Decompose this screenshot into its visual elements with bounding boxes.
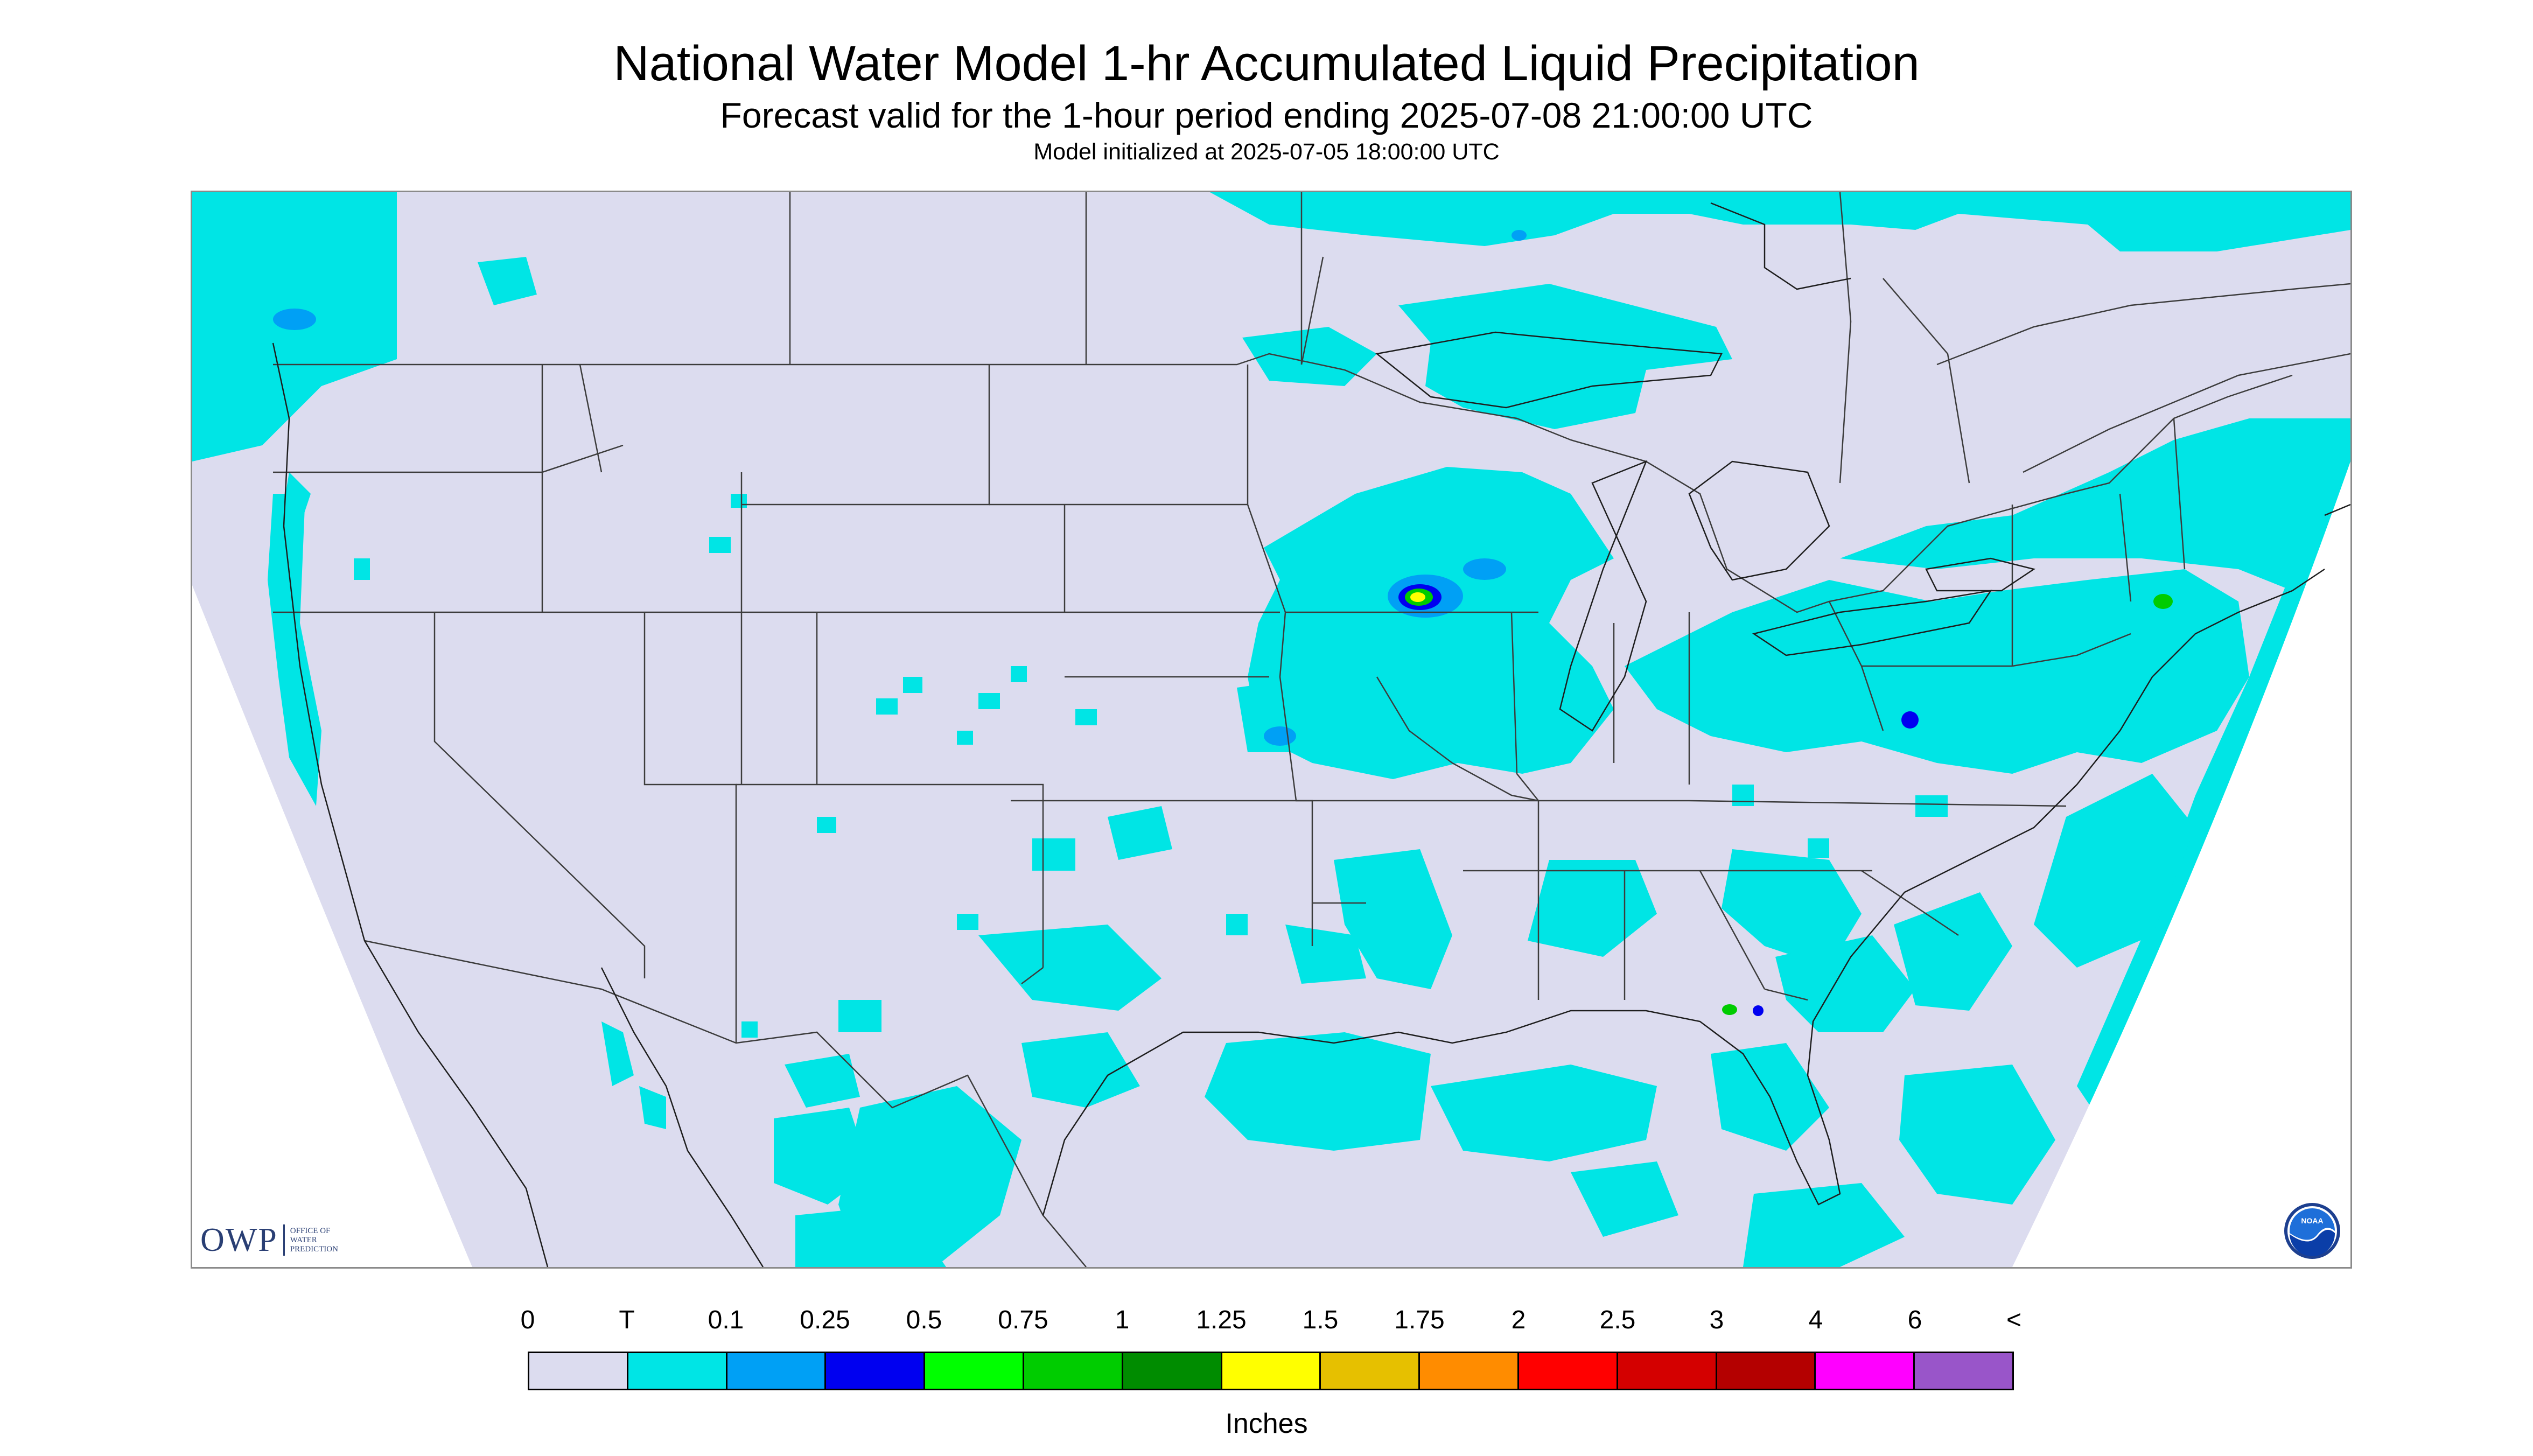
legend-tick-label: 2 (1511, 1306, 1526, 1334)
legend-swatch (529, 1353, 628, 1389)
legend-tick-label: 0.25 (800, 1306, 850, 1334)
legend-tick-label: 0.5 (906, 1306, 942, 1334)
legend-swatch (1321, 1353, 1421, 1389)
owp-logo-subtext: OFFICE OF WATER PREDICTION (290, 1227, 338, 1254)
legend-swatch (1024, 1353, 1123, 1389)
legend-swatch (628, 1353, 727, 1389)
legend-tick-label: 4 (1808, 1306, 1823, 1334)
legend-swatch (1222, 1353, 1321, 1389)
model-init-line: Model initialized at 2025-07-05 18:00:00… (1033, 139, 1500, 165)
political-boundaries (273, 192, 2350, 1267)
legend-swatch (1420, 1353, 1519, 1389)
map-title: National Water Model 1-hr Accumulated Li… (613, 36, 1920, 91)
legend-swatch (1123, 1353, 1222, 1389)
legend-tick-label: T (619, 1306, 635, 1334)
owp-sub-line-1: OFFICE OF (290, 1226, 331, 1235)
legend-tick-label: 1.5 (1302, 1306, 1339, 1334)
legend-swatch (727, 1353, 827, 1389)
forecast-valid-subtitle: Forecast valid for the 1-hour period end… (720, 95, 1813, 135)
noaa-logo-icon: NOAA (2284, 1203, 2340, 1259)
legend-tick-label: 1.75 (1394, 1306, 1445, 1334)
owp-sub-line-2: WATER (290, 1235, 317, 1244)
coastlines (272, 202, 2350, 1267)
owp-logo: OWP OFFICE OF WATER PREDICTION (200, 1221, 338, 1259)
map-canvas (192, 192, 2350, 1267)
legend-tick-label: 0 (520, 1306, 535, 1334)
owp-logo-separator (283, 1224, 285, 1256)
legend-tick-label: 3 (1709, 1306, 1724, 1334)
precipitation-map (191, 191, 2352, 1269)
owp-sub-line-3: PREDICTION (290, 1244, 338, 1254)
projection-edge-left (192, 585, 472, 1267)
legend-tick-label: 0.75 (998, 1306, 1048, 1334)
legend-tick-label: 6 (1907, 1306, 1922, 1334)
legend-tick-label: < (2006, 1306, 2022, 1334)
legend-swatch (1618, 1353, 1717, 1389)
legend-swatch (1816, 1353, 1915, 1389)
legend-swatch (1519, 1353, 1618, 1389)
legend-tick-label: 0.1 (708, 1306, 744, 1334)
legend-tick-label: 2.5 (1599, 1306, 1636, 1334)
legend-colorbar (528, 1352, 2014, 1390)
legend-tick-label: 1.25 (1196, 1306, 1247, 1334)
legend-swatch (1717, 1353, 1816, 1389)
legend-swatch (1915, 1353, 2012, 1389)
legend-units-label: Inches (1225, 1408, 1308, 1439)
legend-swatch (826, 1353, 926, 1389)
projection-edge-right (2012, 461, 2350, 1267)
legend-tick-label: 1 (1115, 1306, 1130, 1334)
legend-swatch (925, 1353, 1024, 1389)
owp-logo-text: OWP (200, 1221, 278, 1258)
trace-precip-areas (192, 192, 2350, 1267)
noaa-logo-text: NOAA (2301, 1216, 2323, 1225)
